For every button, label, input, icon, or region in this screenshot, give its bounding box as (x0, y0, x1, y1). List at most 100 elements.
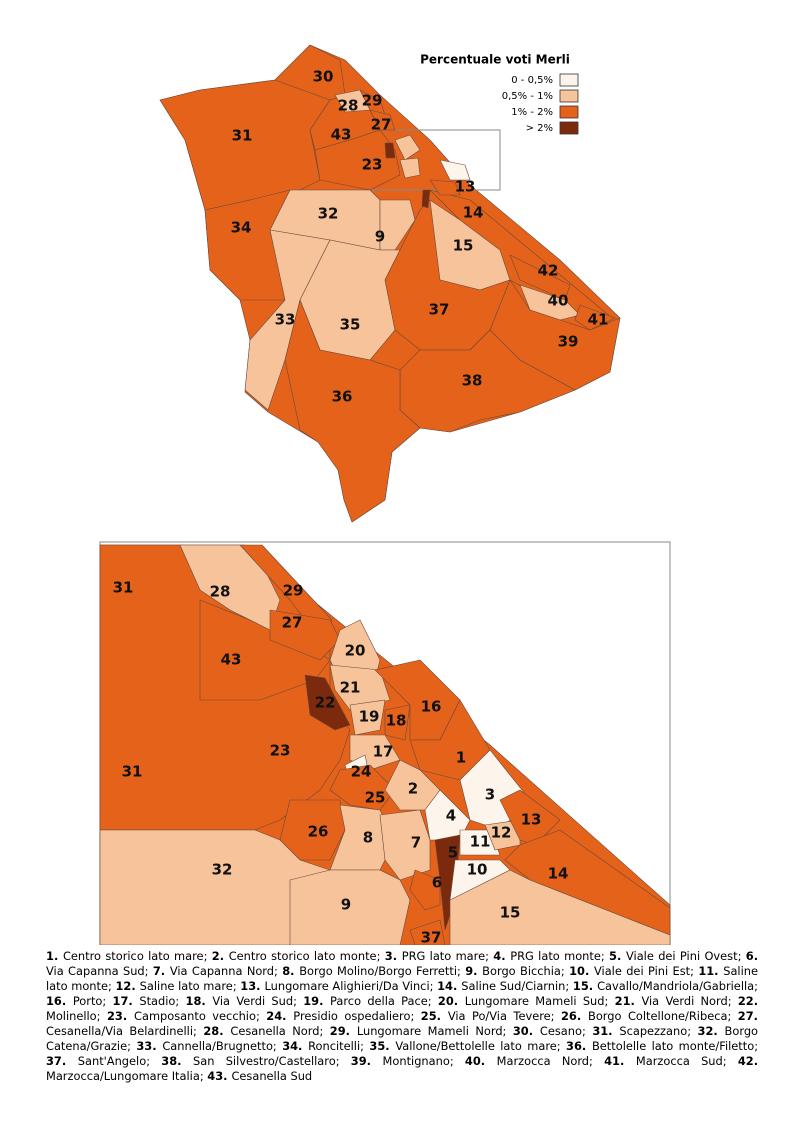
zone-label: 39 (558, 333, 579, 351)
zone-number: 20 (438, 994, 465, 1008)
zone-name: Cesanella/Via Belardinelli (46, 1024, 193, 1038)
zone-name: Borgo Catena/Grazie (46, 1024, 759, 1053)
zone-number: 22 (738, 994, 758, 1008)
zone-area (429, 179, 461, 196)
legend-label: 0 - 0,5% (511, 75, 553, 86)
zone-label: 32 (212, 861, 233, 879)
zone-label: 29 (362, 92, 383, 110)
zone-label: 22 (315, 694, 336, 712)
zone-name: Via Verdi Nord (641, 994, 728, 1008)
zone-name: Presidio ospedaliero (293, 1009, 411, 1023)
zone-entry: 24Presidio ospedaliero (266, 1009, 421, 1023)
zone-number: 14 (437, 979, 461, 993)
zone-name: Cavallo/Mandriola/Gabriella (597, 979, 755, 993)
zone-number: 39 (351, 1054, 383, 1068)
zone-area (519, 284, 581, 321)
zone-area (379, 809, 431, 881)
zone-name: Marzocca Sud (635, 1054, 723, 1068)
zone-name: Scapezzano (619, 1024, 688, 1038)
zone-entry: 3PRG lato mare (385, 949, 494, 963)
zone-name: Vallone/Bettolelle lato mare (395, 1039, 557, 1053)
zone-number: 12 (115, 979, 139, 993)
zone-number: 5 (609, 949, 626, 963)
zone-entry: 17Stadio (113, 994, 186, 1008)
zone-area (449, 869, 671, 945)
zone-area (399, 157, 421, 179)
zone-entry: 30Cesano (513, 1024, 592, 1038)
zone-label: 33 (275, 311, 296, 329)
zone-name: Cesanella Nord (230, 1024, 320, 1038)
zone-entry: 7Via Capanna Nord (153, 964, 282, 978)
zone-area (379, 199, 416, 251)
zone-name: Viale dei Pini Ovest (626, 949, 738, 963)
legend-swatch (559, 121, 579, 135)
legend-swatch (559, 73, 579, 87)
zone-number: 10 (569, 964, 594, 978)
zone-label: 14 (463, 204, 484, 222)
zone-number: 40 (465, 1054, 497, 1068)
zone-area (269, 609, 341, 661)
zone-label: 27 (282, 614, 303, 632)
zone-label: 31 (113, 579, 134, 597)
zone-name: PRG lato monte (510, 949, 601, 963)
zone-number: 25 (421, 1009, 448, 1023)
zone-name: Cesano (539, 1024, 582, 1038)
zone-number: 27 (738, 1009, 758, 1023)
zone-label: 21 (340, 679, 361, 697)
zone-number: 42 (738, 1054, 758, 1068)
legend-label: > 2% (526, 123, 553, 134)
zone-name: Cesanella Sud (231, 1069, 313, 1083)
zone-label: 15 (453, 237, 474, 255)
zone-name: PRG lato mare (401, 949, 486, 963)
zone-name: Centro storico lato monte (228, 949, 377, 963)
zone-label: 37 (429, 301, 450, 319)
zone-entry: 36Bettolelle lato monte/Filetto (566, 1039, 758, 1053)
zone-number: 28 (203, 1024, 230, 1038)
legend-label: 0,5% - 1% (502, 91, 553, 102)
zone-label: 28 (210, 583, 231, 601)
zone-number: 4 (493, 949, 510, 963)
zone-number: 1 (46, 949, 63, 963)
zone-label: 10 (467, 861, 488, 879)
zone-entry: 8Borgo Molino/Borgo Ferretti (282, 964, 465, 978)
zone-name: Montignano (382, 1054, 450, 1068)
legend-swatch (559, 89, 579, 103)
zone-area (284, 299, 421, 523)
zone-number: 18 (186, 994, 213, 1008)
zone-label: 2 (408, 780, 418, 798)
zone-entry: 37Sant'Angelo (46, 1054, 161, 1068)
zone-entry: 15Cavallo/Mandriola/Gabriella (573, 979, 758, 993)
zone-label: 9 (375, 228, 385, 246)
zone-number: 21 (615, 994, 642, 1008)
zone-entry: 34Roncitelli (282, 1039, 369, 1053)
zone-area (289, 869, 411, 945)
zone-label: 31 (232, 127, 253, 145)
zone-name: Roncitelli (308, 1039, 361, 1053)
zone-area (439, 159, 471, 181)
zone-number: 15 (573, 979, 597, 993)
zone-area (499, 789, 561, 846)
zone-name: Lungomare Mameli Sud (464, 994, 605, 1008)
zone-entry: 35Vallone/Bettolelle lato mare (369, 1039, 566, 1053)
zone-name: Marzocca/Lungomare Italia (46, 1069, 200, 1083)
zone-number: 8 (282, 964, 299, 978)
zone-number: 13 (240, 979, 264, 993)
zone-label: 15 (500, 904, 521, 922)
zone-label: 27 (371, 116, 392, 134)
zone-name: Stadio (139, 994, 176, 1008)
zone-number: 11 (698, 964, 723, 978)
zone-number: 6 (746, 949, 758, 963)
zone-label: 38 (462, 372, 483, 390)
zone-name: Via Po/Via Tevere (447, 1009, 551, 1023)
zone-entry: 28Cesanella Nord (203, 1024, 329, 1038)
zone-label: 36 (332, 388, 353, 406)
zone-number: 23 (107, 1009, 134, 1023)
zone-number: 41 (604, 1054, 636, 1068)
zone-area (384, 142, 396, 159)
zone-label: 41 (588, 311, 609, 329)
zone-area (399, 329, 576, 433)
zone-number: 33 (136, 1039, 162, 1053)
zone-number: 9 (465, 964, 482, 978)
zone-label: 31 (122, 763, 143, 781)
zone-label: 13 (455, 178, 476, 196)
